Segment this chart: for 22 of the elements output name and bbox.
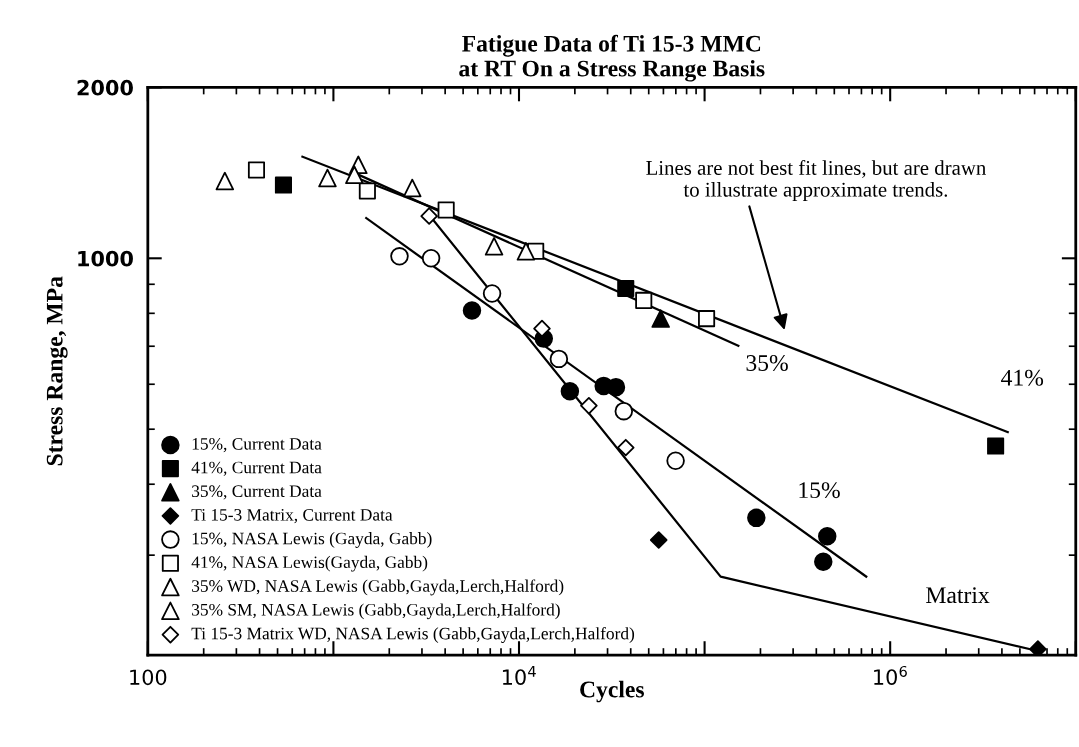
legend-label: 35% SM, NASA Lewis (Gabb,Gayda,Lerch,Halford)	[192, 603, 560, 620]
legend-label: Ti 15-3 Matrix, Current Data	[191, 509, 393, 524]
y-tick-label: 1000	[78, 250, 133, 267]
x-tick-label: 100	[130, 669, 167, 686]
annotation: 15%	[799, 482, 840, 499]
x-tick-label: 10$^{4}$	[502, 666, 536, 685]
chart-title: Fatigue Data of Ti 15-3 MMC at RT On a Stress Range Basis	[459, 34, 765, 82]
legend-label: 15%, Current Data	[192, 437, 322, 453]
x-axis-title: Cycles	[580, 680, 644, 703]
legend-label: 35% WD, NASA Lewis (Gabb,Gayda,Lerch,Halford)	[192, 579, 564, 596]
legend-label: Ti 15-3 Matrix WD, NASA Lewis (Gabb,Gayda,Lerch,Halford)	[191, 627, 635, 643]
legend-label: 41%, Current Data	[191, 461, 322, 476]
annotation: 41%	[1001, 369, 1044, 386]
annotation: Lines are not best fit lines, but are drawn to illustrate approximate trends.	[646, 160, 986, 201]
legend-label: 15%, NASA Lewis (Gayda, Gabb)	[192, 532, 432, 548]
legend-label: 35%, Current Data	[192, 485, 322, 500]
legend-label: 41%, NASA Lewis(Gayda, Gabb)	[191, 555, 428, 572]
x-tick-label: 10$^{6}$	[874, 665, 907, 685]
y-tick-label: 2000	[77, 79, 133, 96]
annotation: Matrix	[926, 587, 990, 604]
y-axis-title: Stress Range, MPa	[46, 276, 68, 466]
annotation: 35%	[746, 354, 788, 371]
